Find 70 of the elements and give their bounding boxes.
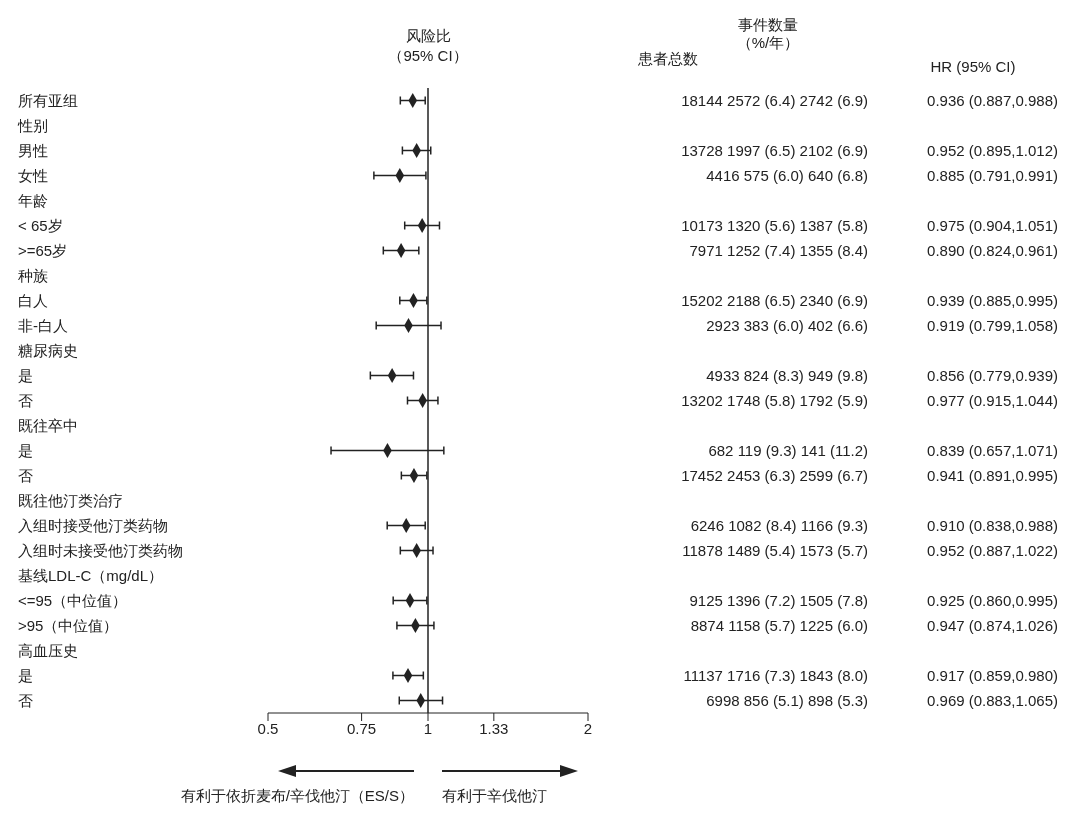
- text: 8874 1158 (5.7) 1225 (6.0): [690, 616, 868, 635]
- data-label: 0.856 (0.779,0.939): [927, 366, 1058, 385]
- text: 11137 1716 (7.3) 1843 (8.0): [683, 666, 868, 685]
- y-tick-label: < 65岁: [18, 216, 63, 234]
- text: 事件数量（%/年）: [735, 16, 801, 52]
- y-tick-label: 是: [18, 441, 33, 459]
- text: 17452 2453 (6.3) 2599 (6.7): [681, 466, 868, 485]
- data-label: 0.890 (0.824,0.961): [927, 241, 1058, 260]
- x-tick-label: 0.75: [346, 719, 377, 737]
- text: 风险比（95% CI）: [387, 26, 469, 66]
- text: 682 119 (9.3) 141 (11.2): [708, 441, 868, 460]
- x-tick-label: 2: [583, 719, 593, 737]
- y-tick-label: 性别: [17, 116, 48, 134]
- data-label: 0.910 (0.838,0.988): [927, 516, 1058, 535]
- data-label: 0.925 (0.860,0.995): [927, 591, 1058, 610]
- y-tick-label: 既往他汀类治疗: [18, 491, 123, 509]
- data-label: 0.885 (0.791,0.991): [927, 166, 1058, 185]
- data-label: 0.969 (0.883,1.065): [927, 691, 1058, 710]
- y-tick-label: 基线LDL-C（mg/dL）: [18, 566, 164, 584]
- y-tick-label: 男性: [18, 141, 48, 159]
- text: 6998 856 (5.1) 898 (5.3): [706, 691, 868, 710]
- data-label: 0.952 (0.895,1.012): [927, 141, 1058, 160]
- data-label: 0.952 (0.887,1.022): [927, 541, 1058, 560]
- x-tick-label: 1: [423, 719, 433, 737]
- text: 患者总数: [637, 50, 699, 69]
- y-tick-label: 白人: [18, 291, 48, 309]
- y-tick-label: 否: [18, 466, 33, 484]
- y-tick-label: 否: [18, 691, 33, 709]
- data-label: 0.939 (0.885,0.995): [927, 291, 1058, 310]
- y-tick-label: 糖尿病史: [18, 341, 78, 359]
- y-tick-label: 入组时未接受他汀类药物: [18, 541, 183, 559]
- data-label: 0.936 (0.887,0.988): [927, 91, 1058, 110]
- y-tick-label: 否: [18, 391, 33, 409]
- text: 13202 1748 (5.8) 1792 (5.9): [681, 391, 868, 410]
- text: 有利于依折麦布/辛伐他汀（ES/S）: [180, 787, 414, 806]
- text: 11878 1489 (5.4) 1573 (5.7): [682, 541, 868, 560]
- text: 4933 824 (8.3) 949 (9.8): [706, 366, 868, 385]
- text: 15202 2188 (6.5) 2340 (6.9): [681, 291, 868, 310]
- text: 9125 1396 (7.2) 1505 (7.8): [689, 591, 868, 610]
- text: 2923 383 (6.0) 402 (6.6): [706, 316, 868, 335]
- text: 10173 1320 (5.6) 1387 (5.8): [681, 216, 868, 235]
- y-tick-label: <=95（中位值）: [18, 591, 128, 609]
- x-tick-label: 0.5: [257, 719, 279, 737]
- data-label: 0.839 (0.657,1.071): [927, 441, 1058, 460]
- text: 7971 1252 (7.4) 1355 (8.4): [689, 241, 868, 260]
- y-tick-label: 年龄: [18, 191, 48, 209]
- y-tick-label: 种族: [18, 266, 48, 284]
- text: 4416 575 (6.0) 640 (6.8): [706, 166, 868, 185]
- y-tick-label: 入组时接受他汀类药物: [18, 516, 168, 534]
- y-tick-label: 高血压史: [18, 641, 78, 659]
- data-label: 0.919 (0.799,1.058): [927, 316, 1058, 335]
- text: 6246 1082 (8.4) 1166 (9.3): [690, 516, 868, 535]
- data-label: 0.941 (0.891,0.995): [927, 466, 1058, 485]
- y-tick-label: 非-白人: [18, 316, 68, 334]
- y-tick-label: 是: [18, 666, 33, 684]
- data-label: 0.977 (0.915,1.044): [927, 391, 1058, 410]
- data-label: 0.917 (0.859,0.980): [927, 666, 1058, 685]
- text: HR (95% CI): [929, 58, 1017, 75]
- text: 有利于辛伐他汀: [442, 787, 547, 806]
- y-tick-label: 既往卒中: [18, 416, 78, 434]
- y-tick-label: 所有亚组: [18, 91, 78, 109]
- data-label: 0.947 (0.874,1.026): [927, 616, 1058, 635]
- y-tick-label: 是: [18, 366, 33, 384]
- y-tick-label: >=65岁: [18, 241, 68, 259]
- y-tick-label: >95（中位值）: [18, 616, 119, 634]
- text: 13728 1997 (6.5) 2102 (6.9): [681, 141, 868, 160]
- text: 18144 2572 (6.4) 2742 (6.9): [681, 91, 868, 110]
- data-label: 0.975 (0.904,1.051): [927, 216, 1058, 235]
- y-tick-label: 女性: [18, 166, 48, 184]
- x-tick-label: 1.33: [479, 719, 509, 737]
